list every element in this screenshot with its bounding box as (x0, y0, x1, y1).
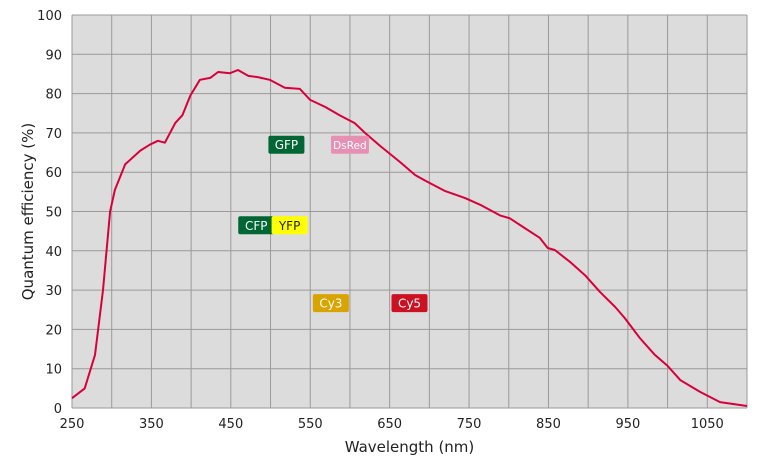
annotation-label: DsRed (333, 140, 367, 152)
annotation-cfp: CFP (238, 216, 275, 235)
y-tick-label: 20 (45, 323, 62, 338)
y-tick-label: 10 (45, 363, 62, 378)
x-tick-label: 650 (377, 417, 402, 432)
x-tick-label: 250 (60, 417, 85, 432)
grid (71, 14, 748, 409)
annotation-cy3: Cy3 (312, 294, 349, 313)
series-line (71, 69, 748, 407)
annotation-yfp: YFP (271, 216, 308, 235)
y-tick-label: 60 (45, 166, 62, 181)
x-axis-label: Wavelength (nm) (345, 438, 475, 456)
annotation-label: CFP (245, 219, 268, 233)
annotation-label: Cy5 (398, 297, 421, 311)
y-tick-label: 40 (45, 245, 62, 260)
y-tick-labels: 0 10 20 30 40 50 60 70 80 90 100 (37, 9, 62, 417)
x-tick-label: 550 (298, 417, 323, 432)
y-tick-label: 50 (45, 206, 62, 221)
annotation-badge (238, 216, 275, 235)
x-tick-label: 750 (457, 417, 482, 432)
annotation-cy5: Cy5 (391, 294, 428, 313)
y-tick-label: 70 (45, 127, 62, 142)
x-tick-label: 850 (536, 417, 561, 432)
y-tick-label: 80 (45, 88, 62, 103)
annotation-badge (391, 294, 428, 313)
annotation-label: Cy3 (319, 297, 342, 311)
annotation-gfp: GFP (268, 135, 305, 154)
annotation-badge (268, 135, 305, 154)
x-tick-label: 350 (139, 417, 164, 432)
x-tick-labels: 250 350 450 550 650 750 850 950 1050 (60, 417, 724, 432)
y-tick-label: 30 (45, 284, 62, 299)
annotation-badge (312, 294, 349, 313)
annotation-dsred: DsRed (330, 135, 369, 154)
x-tick-label: 1050 (691, 417, 724, 432)
x-tick-label: 950 (615, 417, 640, 432)
annotation-badge (271, 216, 308, 235)
y-axis-label: Quantum efficiency (%) (19, 123, 37, 301)
y-tick-label: 100 (37, 9, 62, 24)
annotations: GFP DsRed CFP YFP Cy3 Cy5 (238, 135, 428, 313)
annotation-label: GFP (275, 138, 298, 152)
y-tick-label: 0 (54, 402, 62, 417)
x-tick-label: 450 (218, 417, 243, 432)
annotation-label: YFP (278, 219, 300, 233)
y-tick-label: 90 (45, 48, 62, 63)
annotation-badge (330, 135, 369, 154)
